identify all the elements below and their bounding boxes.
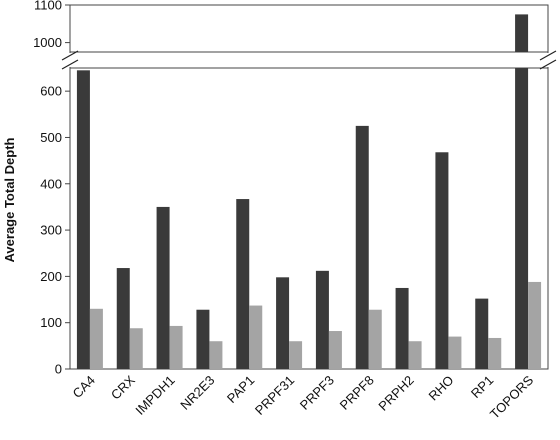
bar-prpf8-series-2 — [368, 309, 382, 369]
right-break-gap — [540, 53, 556, 67]
right-break-slash-upper — [539, 50, 557, 61]
bar-topors-series-1-lower — [515, 68, 529, 369]
upper-panel-border — [69, 4, 549, 53]
axis-break-marks — [61, 50, 557, 70]
category-label-rho: RHO — [426, 373, 457, 404]
bar-rho-series-1 — [435, 152, 449, 369]
category-label-prpf3: PRPF3 — [297, 373, 337, 413]
bar-pap1-series-2 — [249, 305, 263, 369]
y-tick-label: 400 — [40, 176, 62, 191]
bar-impdh1-series-1 — [156, 206, 170, 369]
category-label-prpf8: PRPF8 — [337, 373, 377, 413]
y-tick-label: 200 — [40, 269, 62, 284]
category-label-rp1: RP1 — [468, 373, 496, 401]
bar-prpf3-series-1 — [315, 270, 329, 369]
bars-group — [76, 14, 542, 370]
bar-nr2e3-series-1 — [196, 309, 210, 369]
bar-rho-series-2 — [448, 336, 462, 369]
y-tick-label: 100 — [40, 315, 62, 330]
bar-prpf8-series-1 — [355, 125, 369, 369]
left-break-slash-lower — [61, 59, 79, 70]
category-label-impdh1: IMPDH1 — [132, 373, 177, 418]
bar-ca4-series-1 — [76, 70, 90, 370]
category-label-ca4: CA4 — [70, 373, 98, 401]
bar-prph2-series-1 — [395, 287, 409, 369]
bar-nr2e3-series-2 — [209, 341, 223, 369]
bar-prpf3-series-2 — [328, 331, 342, 369]
bar-topors-series-2 — [528, 281, 542, 369]
y-axis-title: Average Total Depth — [2, 137, 17, 262]
y-tick-label: 0 — [55, 362, 62, 377]
bar-crx-series-1 — [116, 268, 130, 369]
bar-rp1-series-2 — [488, 337, 502, 369]
bar-crx-series-2 — [129, 328, 143, 369]
bar-topors-series-1-upper — [515, 14, 529, 52]
category-label-pap1: PAP1 — [224, 373, 257, 406]
y-tick-label: 1100 — [34, 0, 62, 13]
left-break-gap — [62, 53, 78, 67]
right-break-slash-lower — [539, 59, 557, 70]
category-label-nr2e3: NR2E3 — [177, 373, 217, 413]
category-label-prph2: PRPH2 — [375, 373, 416, 414]
bar-prph2-series-2 — [408, 341, 422, 369]
lower-panel-border — [69, 67, 549, 370]
category-label-prpf31: PRPF31 — [252, 373, 297, 418]
bar-prpf31-series-1 — [276, 277, 290, 369]
y-axis-ticks: 0 100 200 300 400 500 600 1000 1100 — [33, 0, 70, 377]
left-break-slash-upper — [61, 50, 79, 61]
bar-ca4-series-2 — [89, 308, 103, 369]
bar-impdh1-series-2 — [169, 325, 183, 369]
bar-prpf31-series-2 — [289, 341, 303, 369]
bar-rp1-series-1 — [475, 298, 489, 369]
y-tick-label: 500 — [40, 130, 62, 145]
category-label-crx: CRX — [108, 372, 138, 402]
y-tick-label: 1000 — [33, 35, 62, 50]
y-tick-label: 600 — [40, 84, 62, 99]
bar-pap1-series-1 — [236, 199, 250, 369]
y-tick-label: 300 — [40, 223, 62, 238]
category-label-topors: TOPORS — [487, 372, 536, 421]
